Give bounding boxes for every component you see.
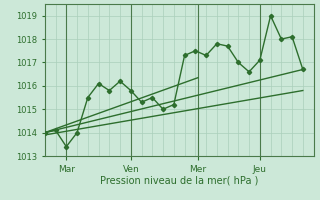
- X-axis label: Pression niveau de la mer( hPa ): Pression niveau de la mer( hPa ): [100, 175, 258, 185]
